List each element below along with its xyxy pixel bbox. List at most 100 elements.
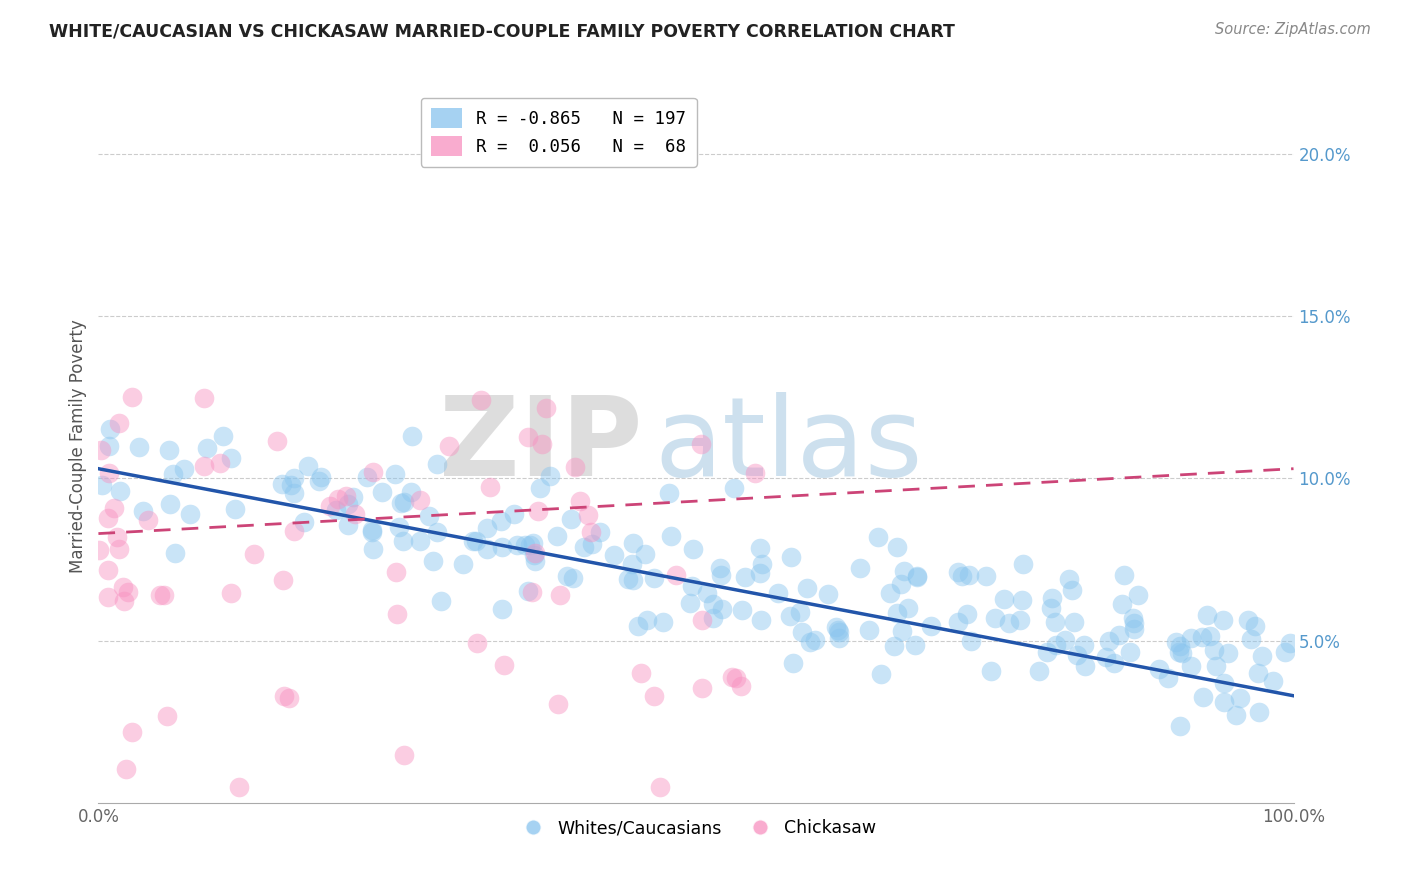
- Point: [1213, 676, 1236, 690]
- Point: [1108, 627, 1130, 641]
- Point: [711, 602, 734, 616]
- Point: [422, 554, 444, 568]
- Point: [97, 564, 120, 578]
- Point: [658, 486, 681, 500]
- Point: [681, 578, 703, 592]
- Point: [1171, 646, 1194, 660]
- Point: [520, 585, 543, 599]
- Point: [724, 671, 747, 685]
- Point: [519, 538, 541, 552]
- Point: [980, 665, 1002, 679]
- Point: [193, 392, 215, 406]
- Point: [392, 534, 415, 549]
- Y-axis label: Married-Couple Family Poverty: Married-Couple Family Poverty: [69, 319, 87, 573]
- Point: [948, 566, 970, 580]
- Point: [524, 546, 547, 560]
- Point: [789, 605, 811, 619]
- Point: [1167, 644, 1189, 658]
- Point: [1122, 622, 1144, 636]
- Point: [277, 690, 299, 705]
- Point: [636, 613, 658, 627]
- Point: [152, 588, 174, 602]
- Point: [621, 558, 644, 572]
- Point: [751, 558, 773, 572]
- Point: [491, 541, 513, 555]
- Point: [579, 525, 602, 540]
- Point: [920, 619, 942, 633]
- Point: [946, 615, 969, 629]
- Point: [492, 658, 515, 673]
- Point: [149, 588, 172, 602]
- Point: [766, 586, 789, 600]
- Point: [522, 549, 544, 563]
- Point: [1063, 615, 1085, 629]
- Point: [467, 636, 489, 650]
- Point: [426, 524, 449, 539]
- Point: [475, 541, 498, 556]
- Point: [195, 441, 218, 455]
- Point: [97, 591, 120, 605]
- Point: [664, 568, 686, 582]
- Point: [870, 666, 893, 681]
- Point: [998, 615, 1021, 630]
- Point: [1147, 662, 1170, 676]
- Point: [451, 557, 474, 571]
- Point: [309, 469, 332, 483]
- Point: [387, 520, 409, 534]
- Point: [156, 709, 179, 723]
- Point: [292, 515, 315, 529]
- Point: [1216, 646, 1239, 660]
- Point: [162, 467, 184, 481]
- Point: [97, 511, 120, 525]
- Point: [128, 441, 150, 455]
- Point: [817, 587, 839, 601]
- Point: [827, 623, 849, 637]
- Point: [325, 503, 347, 517]
- Point: [283, 486, 305, 500]
- Point: [1098, 634, 1121, 648]
- Point: [219, 586, 242, 600]
- Point: [209, 456, 232, 470]
- Point: [748, 566, 770, 580]
- Point: [489, 514, 512, 528]
- Point: [1192, 690, 1215, 704]
- Point: [297, 458, 319, 473]
- Point: [392, 495, 415, 509]
- Point: [1028, 665, 1050, 679]
- Point: [1122, 611, 1144, 625]
- Point: [429, 594, 451, 608]
- Point: [1164, 635, 1187, 649]
- Point: [1225, 708, 1247, 723]
- Point: [723, 481, 745, 495]
- Point: [385, 565, 408, 579]
- Point: [529, 481, 551, 495]
- Point: [193, 458, 215, 473]
- Point: [627, 619, 650, 633]
- Point: [792, 624, 814, 639]
- Point: [524, 553, 547, 567]
- Point: [1278, 635, 1301, 649]
- Point: [1053, 633, 1076, 648]
- Point: [280, 478, 302, 492]
- Point: [799, 634, 821, 648]
- Point: [389, 496, 412, 510]
- Point: [866, 531, 889, 545]
- Point: [470, 393, 492, 408]
- Point: [1045, 638, 1067, 652]
- Point: [555, 569, 578, 583]
- Point: [630, 665, 652, 680]
- Point: [534, 401, 557, 415]
- Point: [886, 540, 908, 554]
- Point: [308, 474, 330, 488]
- Point: [114, 594, 136, 608]
- Point: [361, 465, 384, 479]
- Point: [112, 580, 135, 594]
- Point: [883, 639, 905, 653]
- Point: [538, 469, 561, 483]
- Point: [1237, 613, 1260, 627]
- Point: [643, 689, 665, 703]
- Point: [531, 436, 554, 450]
- Point: [271, 477, 294, 491]
- Point: [179, 507, 201, 521]
- Point: [749, 613, 772, 627]
